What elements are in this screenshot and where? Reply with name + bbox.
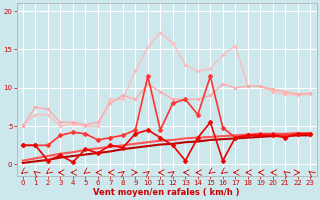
X-axis label: Vent moyen/en rafales ( km/h ): Vent moyen/en rafales ( km/h ) bbox=[93, 188, 240, 197]
